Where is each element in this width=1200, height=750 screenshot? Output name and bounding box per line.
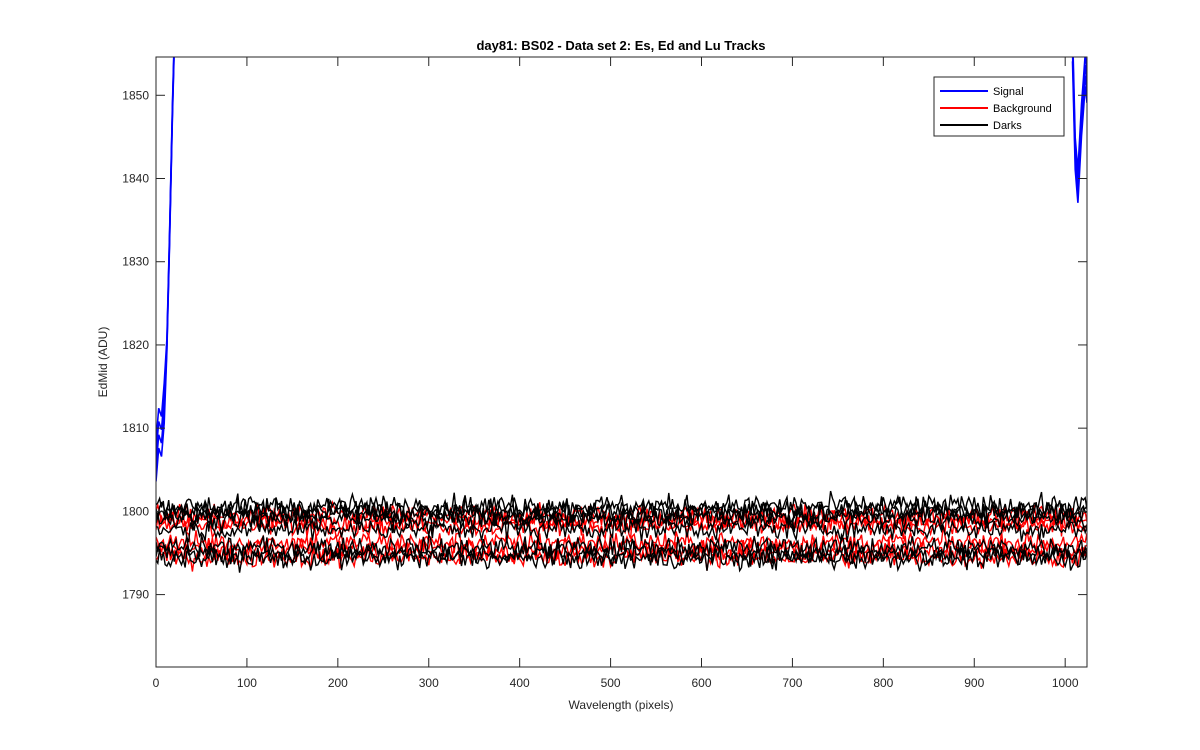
darks-trace-2 (156, 490, 1087, 521)
signal-trace-left-3 (156, 57, 175, 442)
x-tick-label: 500 (601, 676, 621, 690)
darks-trace-5 (156, 542, 1087, 573)
signal-trace-right-3 (1072, 57, 1087, 171)
series-layer (156, 57, 1087, 573)
x-tick-label: 400 (510, 676, 530, 690)
x-tick-label: 200 (328, 676, 348, 690)
darks-trace-1 (156, 540, 1087, 568)
legend-label-signal: Signal (993, 86, 1024, 98)
legend: Signal Background Darks (933, 76, 1065, 137)
x-tick-label: 600 (691, 676, 711, 690)
y-axis-label: EdMid (ADU) (96, 327, 110, 398)
y-tick-label: 1800 (122, 504, 149, 518)
darks-trace-3 (156, 532, 1087, 562)
legend-label-background: Background (993, 103, 1052, 115)
x-tick-label: 100 (237, 676, 257, 690)
x-tick-label: 0 (153, 676, 160, 690)
darks-trace-7 (156, 500, 1087, 530)
darks-trace-0 (156, 494, 1087, 525)
y-tick-label: 1810 (122, 421, 149, 435)
legend-box (933, 76, 1065, 137)
plot-area: 0 100 200 300 400 500 600 700 800 900 1000 1790 1800… (122, 56, 1088, 690)
background-trace-2 (156, 526, 1087, 559)
x-tick-label: 800 (873, 676, 893, 690)
x-tick-label: 1000 (1052, 676, 1079, 690)
x-tick-label: 700 (782, 676, 802, 690)
legend-label-darks: Darks (993, 120, 1022, 132)
ticks-layer: 0 100 200 300 400 500 600 700 800 900 1000 1790 1800… (122, 57, 1087, 690)
x-axis-label: Wavelength (pixels) (569, 698, 674, 712)
plot-background (156, 57, 1087, 667)
y-tick-label: 1830 (122, 255, 149, 269)
y-tick-label: 1820 (122, 338, 149, 352)
darks-trace-6 (156, 515, 1087, 543)
x-tick-label: 900 (964, 676, 984, 690)
x-tick-label: 300 (419, 676, 439, 690)
y-tick-label: 1840 (122, 172, 149, 186)
chart-title: day81: BS02 - Data set 2: Es, Ed and Lu … (476, 38, 765, 53)
axes-box (155, 56, 1088, 668)
legend-items: Signal Background Darks (940, 86, 1052, 132)
y-tick-label: 1850 (122, 88, 149, 102)
y-tick-label: 1790 (122, 588, 149, 602)
